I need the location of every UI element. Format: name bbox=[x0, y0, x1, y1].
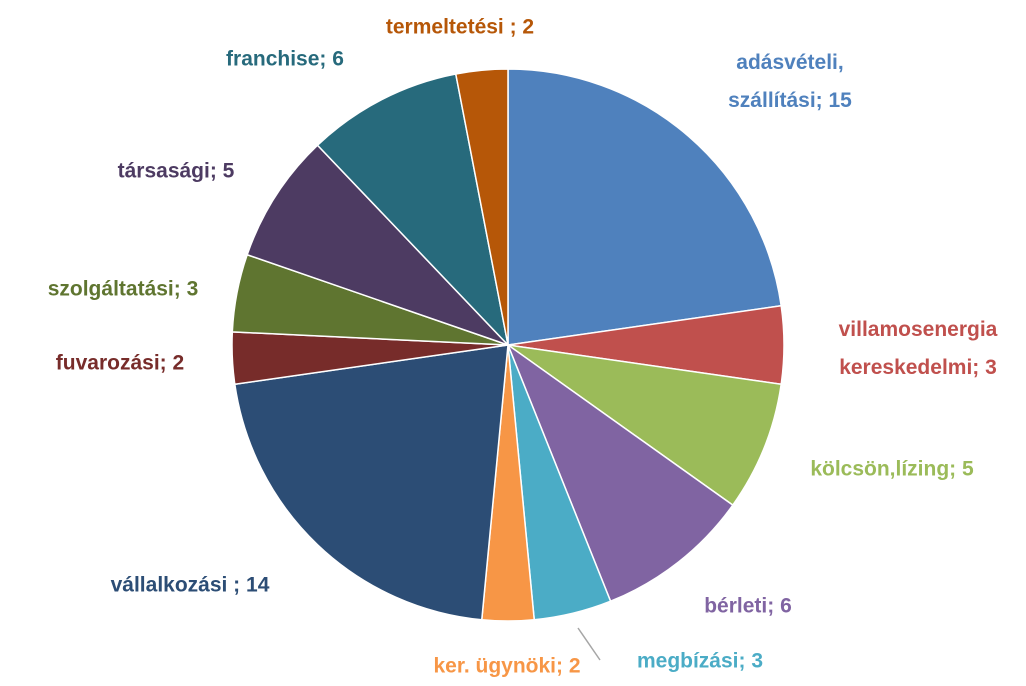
data-label: társasági; 5 bbox=[118, 160, 235, 183]
pie-slice bbox=[454, 68, 509, 346]
pie-slice bbox=[506, 342, 734, 603]
leader-line bbox=[577, 627, 601, 661]
data-label: vállalkozási ; 14 bbox=[111, 574, 270, 597]
pie-slice bbox=[507, 68, 783, 346]
pie-slice bbox=[316, 73, 510, 348]
data-label-line: kereskedelmi; 3 bbox=[839, 356, 997, 379]
pie-slice bbox=[507, 344, 783, 507]
data-label: kölcsön,lízing; 5 bbox=[810, 458, 974, 481]
pie-slice bbox=[246, 144, 509, 346]
data-label-line: villamosenergia bbox=[839, 318, 998, 341]
data-label: franchise; 6 bbox=[226, 48, 344, 71]
data-label: villamosenergia kereskedelmi; 3 bbox=[839, 318, 998, 379]
data-label: termeltetési ; 2 bbox=[386, 16, 534, 39]
pie-slice bbox=[233, 344, 509, 621]
data-label-line: szállítási; 15 bbox=[728, 89, 852, 112]
data-label-line: adásvételi, bbox=[736, 51, 843, 74]
data-label: ker. ügynöki; 2 bbox=[433, 655, 580, 678]
data-label: bérleti; 6 bbox=[704, 595, 792, 618]
data-label: szolgáltatási; 3 bbox=[48, 278, 199, 301]
data-label: megbízási; 3 bbox=[637, 650, 763, 673]
data-label: fuvarozási; 2 bbox=[56, 352, 184, 375]
data-label: adásvételi, szállítási; 15 bbox=[728, 51, 852, 112]
